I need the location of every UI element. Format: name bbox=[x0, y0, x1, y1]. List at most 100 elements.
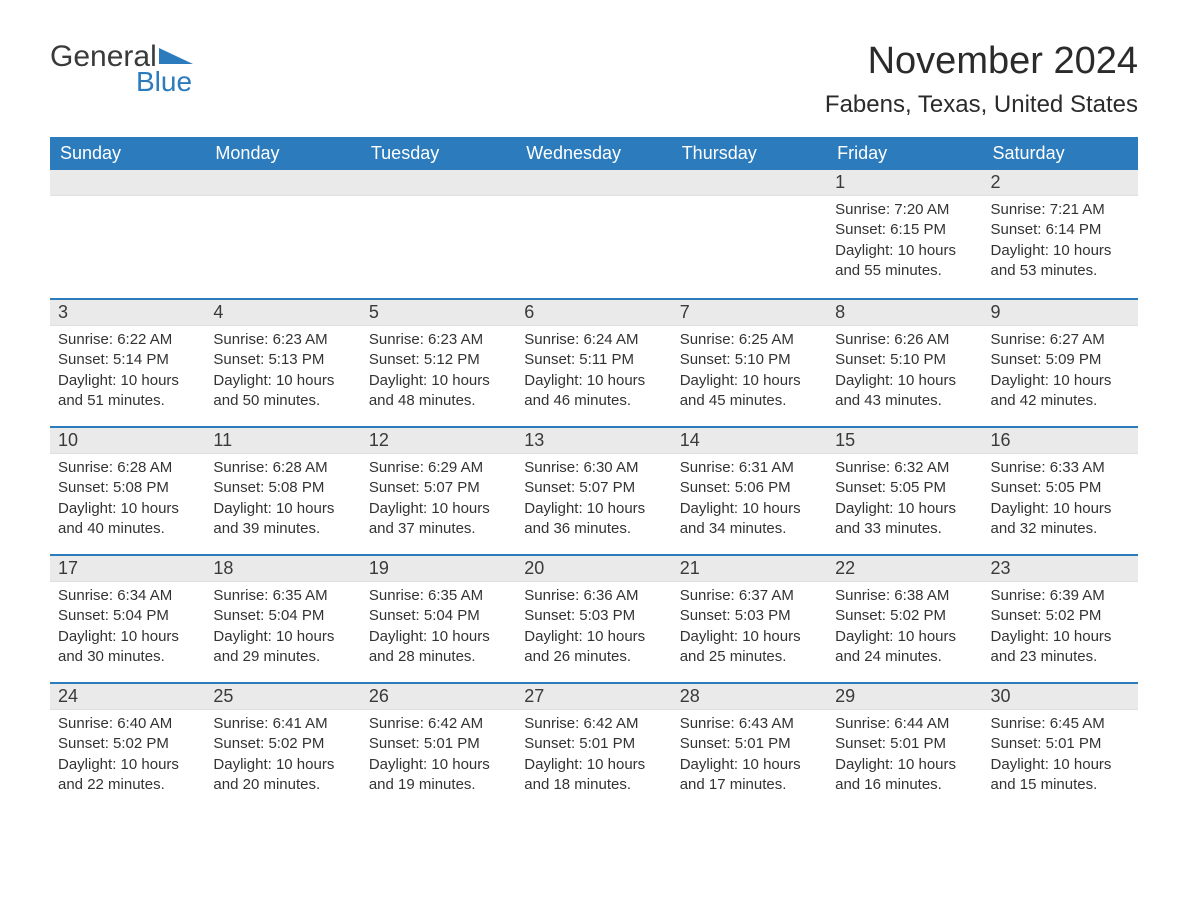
sunset-line: Sunset: 5:01 PM bbox=[835, 734, 974, 754]
daylight-line-1: Daylight: 10 hours bbox=[835, 371, 974, 391]
sunset-line: Sunset: 5:05 PM bbox=[835, 478, 974, 498]
sunset-line: Sunset: 5:03 PM bbox=[680, 606, 819, 626]
sunrise-line: Sunrise: 6:26 AM bbox=[835, 330, 974, 350]
daylight-line-2: and 18 minutes. bbox=[524, 775, 663, 795]
day-details: Sunrise: 6:26 AMSunset: 5:10 PMDaylight:… bbox=[827, 326, 982, 421]
day-details: Sunrise: 6:23 AMSunset: 5:12 PMDaylight:… bbox=[361, 326, 516, 421]
day-number: 25 bbox=[205, 684, 360, 710]
logo: General Blue bbox=[50, 40, 193, 98]
weekday-header: Saturday bbox=[983, 137, 1138, 170]
sunrise-line: Sunrise: 7:21 AM bbox=[991, 200, 1130, 220]
day-number: 5 bbox=[361, 300, 516, 326]
day-number: 19 bbox=[361, 556, 516, 582]
day-number: 17 bbox=[50, 556, 205, 582]
calendar-day bbox=[361, 170, 516, 298]
calendar-day bbox=[672, 170, 827, 298]
day-number: 7 bbox=[672, 300, 827, 326]
daylight-line-2: and 46 minutes. bbox=[524, 391, 663, 411]
sunset-line: Sunset: 5:04 PM bbox=[213, 606, 352, 626]
sunset-line: Sunset: 5:14 PM bbox=[58, 350, 197, 370]
calendar-day: 6Sunrise: 6:24 AMSunset: 5:11 PMDaylight… bbox=[516, 300, 671, 426]
sunrise-line: Sunrise: 6:36 AM bbox=[524, 586, 663, 606]
day-details: Sunrise: 6:44 AMSunset: 5:01 PMDaylight:… bbox=[827, 710, 982, 805]
sunset-line: Sunset: 5:08 PM bbox=[213, 478, 352, 498]
sunrise-line: Sunrise: 6:24 AM bbox=[524, 330, 663, 350]
title-block: November 2024 Fabens, Texas, United Stat… bbox=[825, 40, 1138, 119]
daylight-line-2: and 37 minutes. bbox=[369, 519, 508, 539]
sunset-line: Sunset: 5:10 PM bbox=[835, 350, 974, 370]
daylight-line-1: Daylight: 10 hours bbox=[524, 499, 663, 519]
day-number bbox=[672, 170, 827, 196]
calendar-day bbox=[50, 170, 205, 298]
day-number: 1 bbox=[827, 170, 982, 196]
sunrise-line: Sunrise: 6:37 AM bbox=[680, 586, 819, 606]
day-details: Sunrise: 6:37 AMSunset: 5:03 PMDaylight:… bbox=[672, 582, 827, 677]
day-details: Sunrise: 6:33 AMSunset: 5:05 PMDaylight:… bbox=[983, 454, 1138, 549]
sunrise-line: Sunrise: 7:20 AM bbox=[835, 200, 974, 220]
day-details: Sunrise: 6:22 AMSunset: 5:14 PMDaylight:… bbox=[50, 326, 205, 421]
day-number: 2 bbox=[983, 170, 1138, 196]
day-number: 22 bbox=[827, 556, 982, 582]
day-details: Sunrise: 6:41 AMSunset: 5:02 PMDaylight:… bbox=[205, 710, 360, 805]
sunset-line: Sunset: 5:13 PM bbox=[213, 350, 352, 370]
day-details: Sunrise: 6:42 AMSunset: 5:01 PMDaylight:… bbox=[361, 710, 516, 805]
daylight-line-1: Daylight: 10 hours bbox=[680, 755, 819, 775]
sunrise-line: Sunrise: 6:23 AM bbox=[213, 330, 352, 350]
daylight-line-1: Daylight: 10 hours bbox=[58, 499, 197, 519]
day-details: Sunrise: 6:36 AMSunset: 5:03 PMDaylight:… bbox=[516, 582, 671, 677]
daylight-line-2: and 36 minutes. bbox=[524, 519, 663, 539]
calendar-day: 30Sunrise: 6:45 AMSunset: 5:01 PMDayligh… bbox=[983, 684, 1138, 810]
daylight-line-2: and 51 minutes. bbox=[58, 391, 197, 411]
daylight-line-2: and 19 minutes. bbox=[369, 775, 508, 795]
daylight-line-1: Daylight: 10 hours bbox=[991, 371, 1130, 391]
daylight-line-2: and 33 minutes. bbox=[835, 519, 974, 539]
sunrise-line: Sunrise: 6:35 AM bbox=[369, 586, 508, 606]
calendar: SundayMondayTuesdayWednesdayThursdayFrid… bbox=[50, 137, 1138, 810]
sunset-line: Sunset: 5:02 PM bbox=[213, 734, 352, 754]
daylight-line-1: Daylight: 10 hours bbox=[58, 371, 197, 391]
daylight-line-1: Daylight: 10 hours bbox=[58, 755, 197, 775]
daylight-line-1: Daylight: 10 hours bbox=[991, 755, 1130, 775]
daylight-line-1: Daylight: 10 hours bbox=[991, 627, 1130, 647]
sunrise-line: Sunrise: 6:33 AM bbox=[991, 458, 1130, 478]
calendar-day: 23Sunrise: 6:39 AMSunset: 5:02 PMDayligh… bbox=[983, 556, 1138, 682]
daylight-line-1: Daylight: 10 hours bbox=[524, 627, 663, 647]
daylight-line-2: and 34 minutes. bbox=[680, 519, 819, 539]
daylight-line-2: and 50 minutes. bbox=[213, 391, 352, 411]
day-number bbox=[50, 170, 205, 196]
daylight-line-2: and 29 minutes. bbox=[213, 647, 352, 667]
daylight-line-1: Daylight: 10 hours bbox=[369, 627, 508, 647]
sunrise-line: Sunrise: 6:42 AM bbox=[524, 714, 663, 734]
sunrise-line: Sunrise: 6:31 AM bbox=[680, 458, 819, 478]
calendar-day: 17Sunrise: 6:34 AMSunset: 5:04 PMDayligh… bbox=[50, 556, 205, 682]
sunset-line: Sunset: 6:15 PM bbox=[835, 220, 974, 240]
day-details: Sunrise: 6:24 AMSunset: 5:11 PMDaylight:… bbox=[516, 326, 671, 421]
daylight-line-2: and 53 minutes. bbox=[991, 261, 1130, 281]
sunset-line: Sunset: 5:04 PM bbox=[58, 606, 197, 626]
sunrise-line: Sunrise: 6:28 AM bbox=[58, 458, 197, 478]
calendar-week: 1 Sunrise: 7:20 AMSunset: 6:15 PM Daylight… bbox=[50, 170, 1138, 298]
day-number: 12 bbox=[361, 428, 516, 454]
daylight-line-1: Daylight: 10 hours bbox=[213, 499, 352, 519]
calendar-day: 18Sunrise: 6:35 AMSunset: 5:04 PMDayligh… bbox=[205, 556, 360, 682]
daylight-line-1: Daylight: 10 hours bbox=[524, 371, 663, 391]
sunrise-line: Sunrise: 6:41 AM bbox=[213, 714, 352, 734]
calendar-week: 17Sunrise: 6:34 AMSunset: 5:04 PMDayligh… bbox=[50, 554, 1138, 682]
sunrise-line: Sunrise: 6:45 AM bbox=[991, 714, 1130, 734]
sunset-line: Sunset: 5:01 PM bbox=[680, 734, 819, 754]
day-details: Sunrise: 6:28 AMSunset: 5:08 PMDaylight:… bbox=[205, 454, 360, 549]
daylight-line-2: and 17 minutes. bbox=[680, 775, 819, 795]
sunrise-line: Sunrise: 6:27 AM bbox=[991, 330, 1130, 350]
daylight-line-1: Daylight: 10 hours bbox=[991, 241, 1130, 261]
weekday-header: Monday bbox=[205, 137, 360, 170]
day-details: Sunrise: 6:40 AMSunset: 5:02 PMDaylight:… bbox=[50, 710, 205, 805]
calendar-week: 24Sunrise: 6:40 AMSunset: 5:02 PMDayligh… bbox=[50, 682, 1138, 810]
daylight-line-1: Daylight: 10 hours bbox=[991, 499, 1130, 519]
day-number bbox=[516, 170, 671, 196]
daylight-line-1: Daylight: 10 hours bbox=[524, 755, 663, 775]
sunrise-line: Sunrise: 6:44 AM bbox=[835, 714, 974, 734]
daylight-line-2: and 25 minutes. bbox=[680, 647, 819, 667]
day-details: Sunrise: 6:43 AMSunset: 5:01 PMDaylight:… bbox=[672, 710, 827, 805]
daylight-line-2: and 28 minutes. bbox=[369, 647, 508, 667]
day-number: 21 bbox=[672, 556, 827, 582]
